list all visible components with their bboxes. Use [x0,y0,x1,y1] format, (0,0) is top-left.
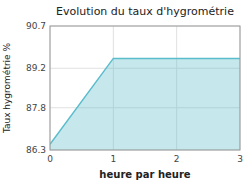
plot-area [50,58,240,150]
y-tick-label: 90.7 [26,21,46,31]
x-tick-label: 2 [174,154,180,164]
x-tick-label: 1 [110,154,116,164]
y-tick-label: 87.8 [26,103,46,113]
area [50,58,240,150]
x-axis-label: heure par heure [99,169,190,180]
x-tick-label: 3 [237,154,243,164]
grid [50,26,240,150]
y-tick-label: 86.3 [26,145,46,155]
y-axis-label: Taux hygrométrie % [2,42,12,134]
chart: Evolution du taux d'hygrométrie 86.3 87.8 8… [0,0,250,188]
title: Evolution du taux d'hygrométrie [56,5,234,18]
x-tick-label: 0 [47,154,53,164]
y-tick-label: 89.2 [26,63,46,73]
plot-frame [50,26,240,150]
line [50,58,240,144]
